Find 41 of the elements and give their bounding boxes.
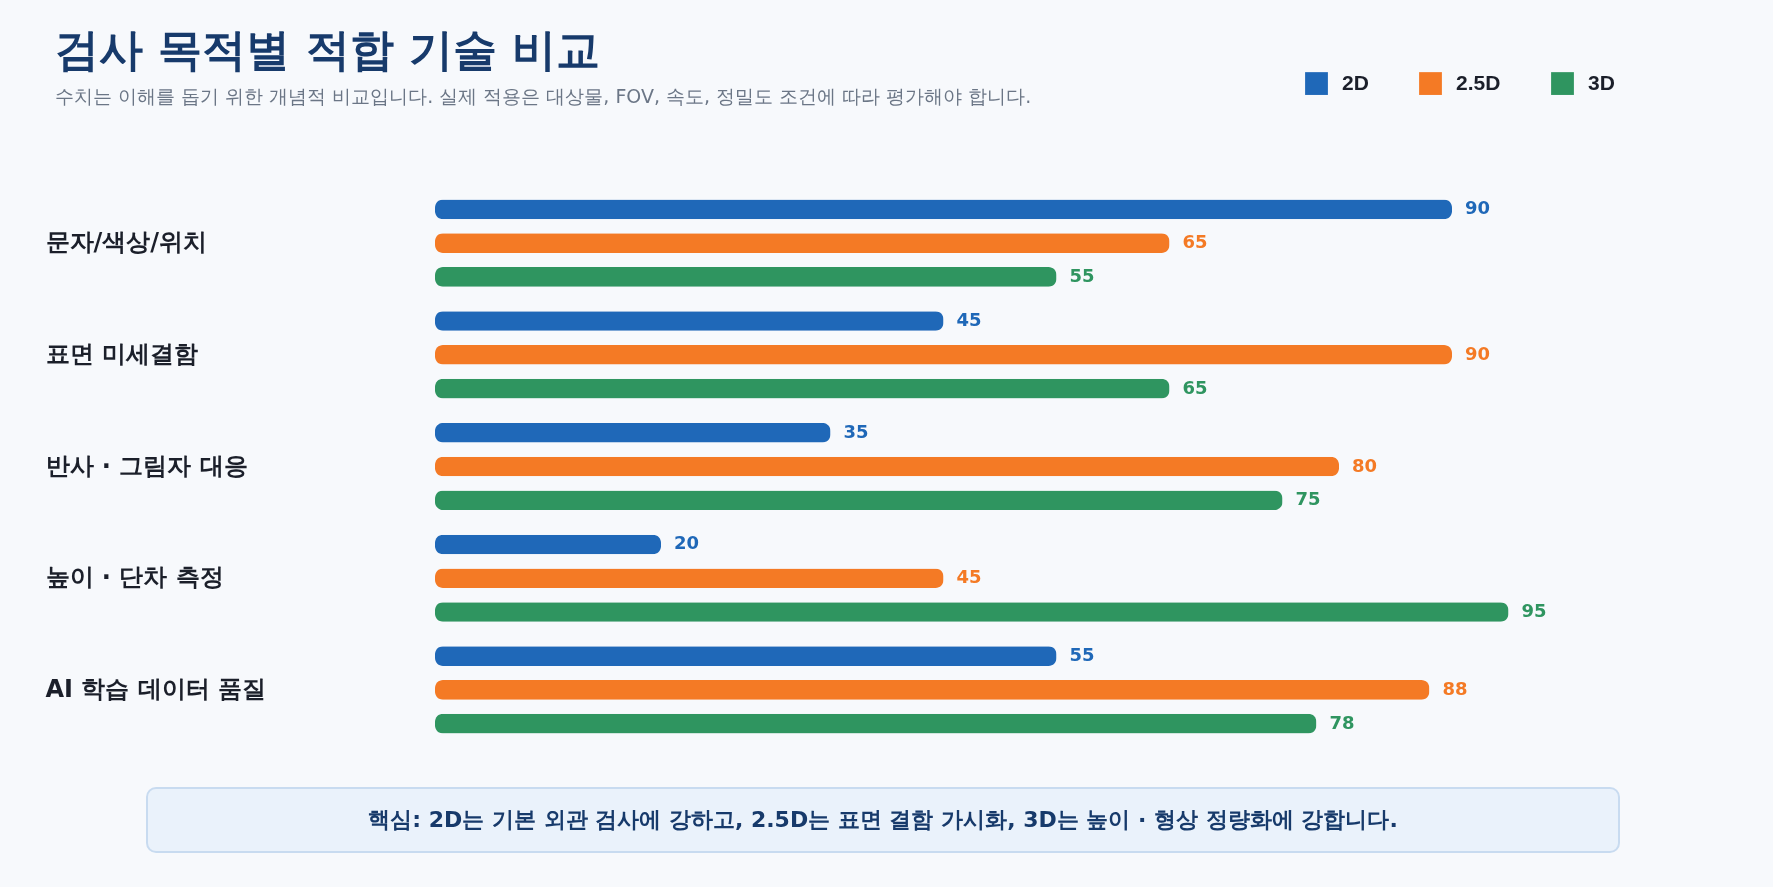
bar xyxy=(435,680,1430,700)
bar xyxy=(435,378,1170,399)
bar xyxy=(435,456,1339,477)
data-label: 90 xyxy=(1465,342,1491,364)
data-label: 78 xyxy=(1329,711,1355,733)
y-tick-label: AI 학습 데이터 품질 xyxy=(45,674,267,703)
legend-label: 2.5D xyxy=(1456,70,1501,94)
bar xyxy=(435,267,1057,287)
bar xyxy=(435,568,944,588)
data-label: 45 xyxy=(956,309,982,331)
data-label: 75 xyxy=(1295,488,1321,510)
legend-label: 3D xyxy=(1588,70,1615,94)
bar xyxy=(435,345,1452,365)
y-tick-label: 반사 · 그림자 대응 xyxy=(45,451,248,480)
bar xyxy=(435,646,1057,666)
data-label: 65 xyxy=(1182,376,1208,398)
legend-label: 2D xyxy=(1342,70,1369,94)
data-label: 55 xyxy=(1069,644,1095,666)
data-label: 55 xyxy=(1069,264,1095,286)
data-label: 45 xyxy=(956,566,982,588)
y-tick-label: 높이 · 단차 측정 xyxy=(45,563,224,592)
bar xyxy=(435,233,1170,253)
bar xyxy=(435,490,1283,511)
y-tick-label: 표면 미세결함 xyxy=(45,339,198,368)
bar xyxy=(435,534,661,555)
data-label: 88 xyxy=(1442,677,1468,699)
bar xyxy=(435,422,831,443)
chart-title: 검사 목적별 적합 기술 비교 xyxy=(55,24,601,75)
y-tick-label: 문자/색상/위치 xyxy=(45,228,208,257)
chart-subtitle: 수치는 이해를 돕기 위한 개념적 비교입니다. 실제 적용은 대상물, FOV, 속도, 정밀도 조건에 따라 평가해야 합니다. xyxy=(55,85,1032,107)
data-label: 65 xyxy=(1182,231,1208,253)
bar xyxy=(435,602,1509,622)
callout-box: 핵심: 2D는 기본 외관 검사에 강하고, 2.5D는 표면 결함 가시화, 3D는 높이 · 형상 정량화에 강합니다. xyxy=(146,787,1620,853)
data-label: 90 xyxy=(1465,197,1491,219)
bar xyxy=(435,199,1452,220)
data-label: 20 xyxy=(674,532,700,554)
bar xyxy=(435,713,1317,734)
bar xyxy=(435,311,944,331)
data-label: 80 xyxy=(1352,454,1378,476)
data-label: 35 xyxy=(843,420,869,442)
data-label: 95 xyxy=(1521,599,1547,621)
